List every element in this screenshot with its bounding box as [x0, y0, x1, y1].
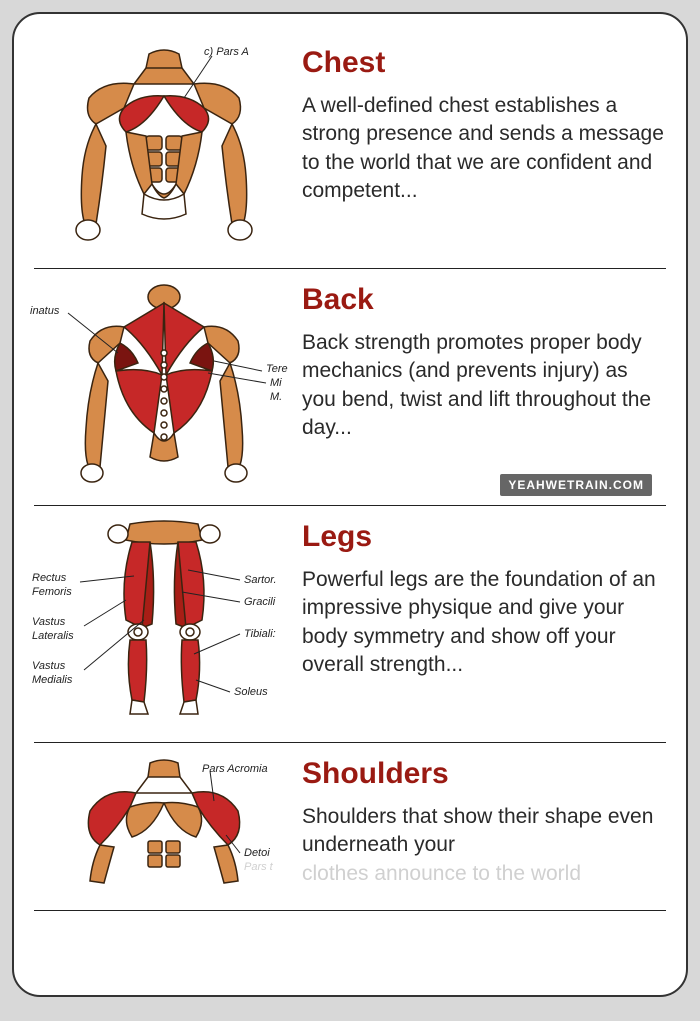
label-m: M. — [270, 391, 282, 403]
legs-diagram: Rectus Femoris Vastus Lateralis Vastus M… — [34, 520, 294, 720]
back-description: Back strength promotes proper body mecha… — [302, 329, 666, 442]
label-pars-t: Pars t — [244, 861, 273, 873]
chest-description: A well-defined chest establishes a stron… — [302, 92, 666, 205]
chest-title: Chest — [302, 46, 666, 80]
label-soleus: Soleus — [234, 686, 268, 698]
section-chest: c) Pars A — [34, 32, 666, 269]
label-inatus: inatus — [30, 305, 59, 317]
section-back: inatus Tere Mi M. — [34, 269, 666, 506]
shoulders-title: Shoulders — [302, 757, 666, 791]
chest-anatomy-svg — [34, 46, 294, 246]
shoulders-text: Shoulders Shoulders that show their shap… — [294, 757, 666, 888]
info-card: c) Pars A — [12, 12, 688, 997]
shoulders-diagram: Pars Acromia Detoi Pars t — [34, 757, 294, 887]
label-vastus2: Vastus — [32, 660, 65, 672]
label-tibiali: Tibiali: — [244, 628, 276, 640]
label-mi: Mi — [270, 377, 282, 389]
shoulders-description: Shoulders that show their shape even und… — [302, 803, 666, 888]
label-pars-acromia: Pars Acromia — [202, 763, 268, 775]
legs-description: Powerful legs are the foundation of an i… — [302, 566, 666, 679]
label-lateralis: Lateralis — [32, 630, 74, 642]
back-diagram: inatus Tere Mi M. — [34, 283, 294, 483]
label-gracili: Gracili — [244, 596, 275, 608]
label-vastus1: Vastus — [32, 616, 65, 628]
chest-text: Chest A well-defined chest establishes a… — [294, 46, 666, 205]
section-legs: Rectus Femoris Vastus Lateralis Vastus M… — [34, 506, 666, 743]
back-anatomy-svg — [34, 283, 294, 483]
back-text: Back Back strength promotes proper body … — [294, 283, 666, 442]
label-medialis: Medialis — [32, 674, 72, 686]
legs-text: Legs Powerful legs are the foundation of… — [294, 520, 666, 679]
section-shoulders: Pars Acromia Detoi Pars t — [34, 743, 666, 911]
back-title: Back — [302, 283, 666, 317]
chest-diagram: c) Pars A — [34, 46, 294, 246]
label-rectus: Rectus — [32, 572, 66, 584]
legs-title: Legs — [302, 520, 666, 554]
label-sartor: Sartor. — [244, 574, 277, 586]
watermark: YEAHWETRAIN.COM — [500, 474, 652, 496]
label-tere: Tere — [266, 363, 288, 375]
label-pars-a: c) Pars A — [204, 46, 249, 58]
label-femoris: Femoris — [32, 586, 72, 598]
label-detoi: Detoi — [244, 847, 270, 859]
